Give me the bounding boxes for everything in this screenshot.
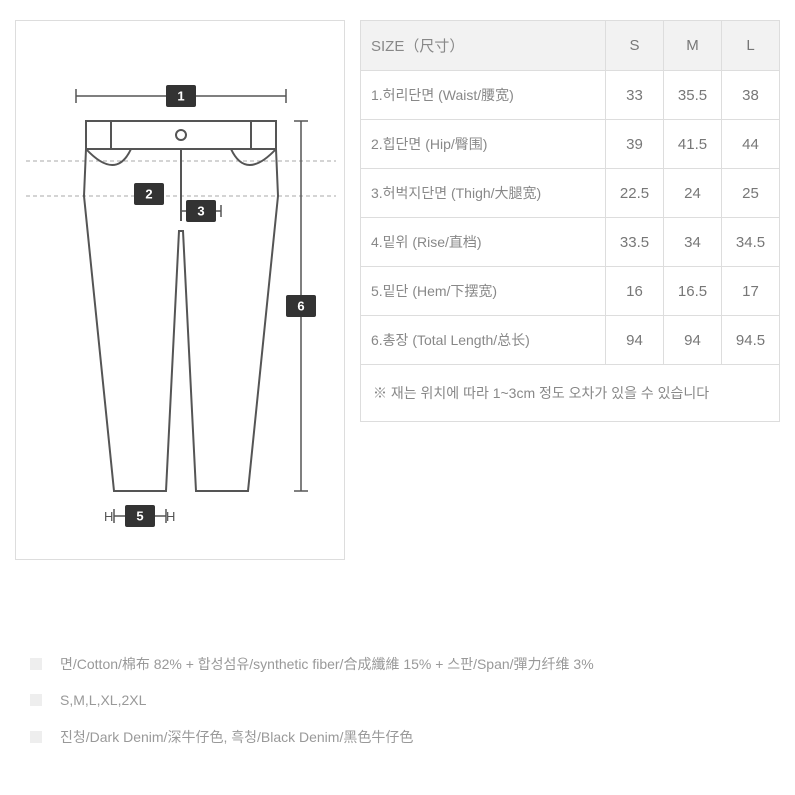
table-row: 1.허리단면 (Waist/腰宽)3335.538 xyxy=(361,71,780,120)
row-value: 33.5 xyxy=(606,218,664,267)
size-table: SIZE（尺寸） S M L 1.허리단면 (Waist/腰宽)3335.538… xyxy=(360,20,780,365)
pants-diagram: 1 2 3 5 6 H H xyxy=(15,20,345,560)
row-value: 34.5 xyxy=(722,218,780,267)
header-col-m: M xyxy=(664,21,722,71)
table-row: 3.허벅지단면 (Thigh/大腿宽)22.52425 xyxy=(361,169,780,218)
row-label: 2.힙단면 (Hip/臀围) xyxy=(361,120,606,169)
header-col-s: S xyxy=(606,21,664,71)
svg-text:3: 3 xyxy=(197,204,204,219)
row-value: 94 xyxy=(664,316,722,365)
row-value: 44 xyxy=(722,120,780,169)
row-value: 38 xyxy=(722,71,780,120)
header-size: SIZE（尺寸） xyxy=(361,21,606,71)
size-table-body: 1.허리단면 (Waist/腰宽)3335.5382.힙단면 (Hip/臀围)3… xyxy=(361,71,780,365)
row-value: 22.5 xyxy=(606,169,664,218)
info-colors: 진청/Dark Denim/深牛仔色, 흑청/Black Denim/黑色牛仔色 xyxy=(60,719,413,755)
marker-3: 3 xyxy=(186,200,216,222)
row-label: 3.허벅지단면 (Thigh/大腿宽) xyxy=(361,169,606,218)
info-material-row: 면/Cotton/棉布 82% + 합성섬유/synthetic fiber/合… xyxy=(30,646,594,682)
table-row: 5.밑단 (Hem/下摆宽)1616.517 xyxy=(361,267,780,316)
table-row: 6.총장 (Total Length/总长)949494.5 xyxy=(361,316,780,365)
row-label: 5.밑단 (Hem/下摆宽) xyxy=(361,267,606,316)
row-value: 16 xyxy=(606,267,664,316)
row-value: 16.5 xyxy=(664,267,722,316)
header-col-l: L xyxy=(722,21,780,71)
row-label: 1.허리단면 (Waist/腰宽) xyxy=(361,71,606,120)
svg-text:6: 6 xyxy=(297,299,304,314)
info-colors-row: 진청/Dark Denim/深牛仔色, 흑청/Black Denim/黑色牛仔色 xyxy=(30,719,594,755)
hem-h2: H xyxy=(166,509,175,524)
measurement-note: ※ 재는 위치에 따라 1~3cm 정도 오차가 있을 수 있습니다 xyxy=(360,365,780,422)
svg-text:2: 2 xyxy=(145,187,152,202)
row-value: 94.5 xyxy=(722,316,780,365)
product-info: 면/Cotton/棉布 82% + 합성섬유/synthetic fiber/合… xyxy=(30,646,594,755)
row-value: 33 xyxy=(606,71,664,120)
svg-text:1: 1 xyxy=(177,89,184,104)
svg-text:5: 5 xyxy=(136,509,143,524)
row-label: 6.총장 (Total Length/总长) xyxy=(361,316,606,365)
pants-svg: 1 2 3 5 6 H H xyxy=(16,21,346,561)
table-row: 2.힙단면 (Hip/臀围)3941.544 xyxy=(361,120,780,169)
marker-6: 6 xyxy=(286,295,316,317)
row-value: 41.5 xyxy=(664,120,722,169)
row-value: 25 xyxy=(722,169,780,218)
marker-2: 2 xyxy=(134,183,164,205)
bullet-icon xyxy=(30,731,42,743)
info-sizes: S,M,L,XL,2XL xyxy=(60,682,146,718)
row-label: 4.밑위 (Rise/直档) xyxy=(361,218,606,267)
marker-1: 1 xyxy=(166,85,196,107)
row-value: 17 xyxy=(722,267,780,316)
row-value: 35.5 xyxy=(664,71,722,120)
row-value: 94 xyxy=(606,316,664,365)
hem-h: H xyxy=(104,509,113,524)
table-header-row: SIZE（尺寸） S M L xyxy=(361,21,780,71)
row-value: 24 xyxy=(664,169,722,218)
table-row: 4.밑위 (Rise/直档)33.53434.5 xyxy=(361,218,780,267)
row-value: 39 xyxy=(606,120,664,169)
bullet-icon xyxy=(30,694,42,706)
info-material: 면/Cotton/棉布 82% + 합성섬유/synthetic fiber/合… xyxy=(60,646,594,682)
row-value: 34 xyxy=(664,218,722,267)
bullet-icon xyxy=(30,658,42,670)
info-sizes-row: S,M,L,XL,2XL xyxy=(30,682,594,718)
marker-5: 5 xyxy=(125,505,155,527)
